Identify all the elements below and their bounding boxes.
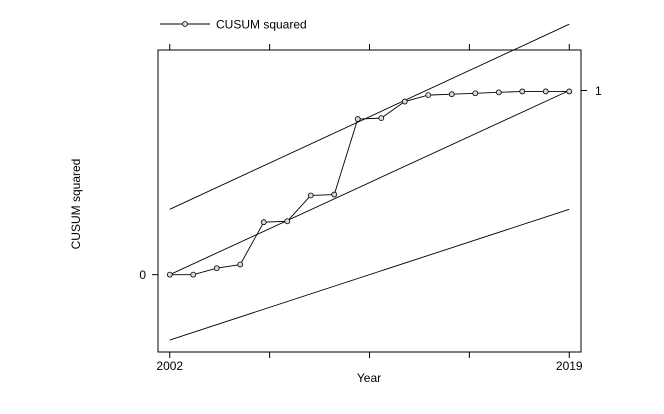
data-point [425,92,432,99]
series-layer [166,88,573,278]
data-point [519,88,526,95]
data-point [566,88,573,95]
x-tick-label: 2019 [556,359,583,373]
data-point [542,88,549,95]
data-point [260,219,267,226]
data-point [307,192,314,199]
series-line-cusum-squared [169,90,570,276]
legend-marker [182,21,188,27]
x-tick-label: 2002 [156,359,183,373]
data-point [354,116,361,122]
data-point [378,115,385,122]
legend: CUSUM squared [160,18,307,32]
axis-ticks: 2002 2019 0 1 [139,44,602,373]
data-point [401,98,408,105]
data-point [448,91,455,98]
reference-line-upper-bound [169,23,570,210]
data-point [237,261,244,268]
legend-label: CUSUM squared [216,18,307,32]
data-point [495,89,502,96]
data-point [213,265,220,272]
y-tick-label-right: 1 [595,84,602,98]
data-point [284,218,291,225]
data-point [166,271,173,278]
reference-line-expected [169,90,570,276]
y-axis-title: CUSUM squared [69,159,83,250]
reference-line-lower-bound [169,208,570,341]
x-axis-title: Year [357,371,381,385]
data-point [190,271,197,278]
data-point [472,90,479,97]
reference-lines [169,23,570,341]
data-point [331,191,338,198]
y-tick-label-left: 0 [139,268,146,282]
plot-frame [157,49,582,353]
